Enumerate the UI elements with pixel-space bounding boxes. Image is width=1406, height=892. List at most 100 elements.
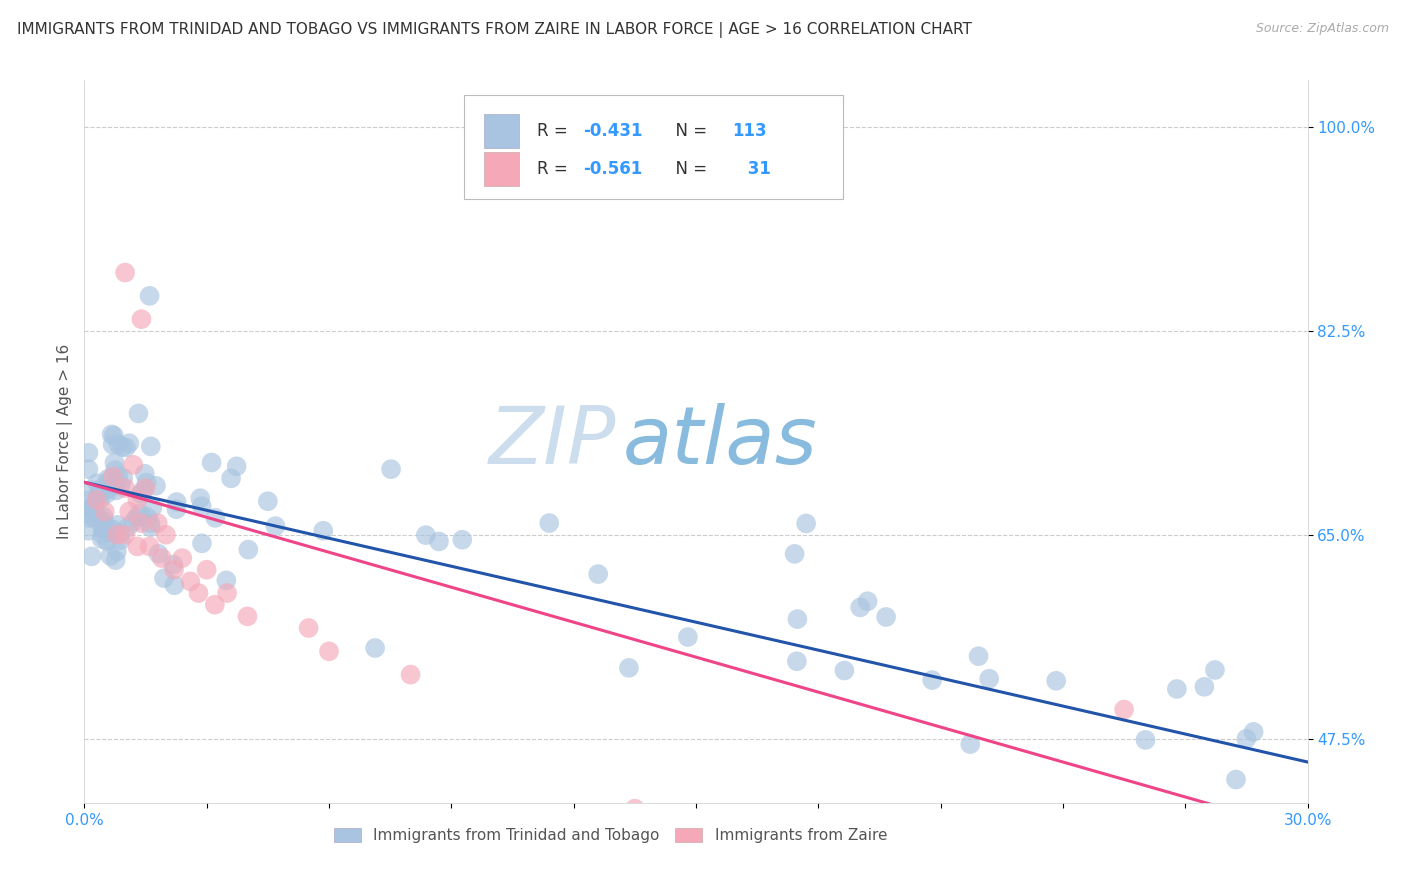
Point — [153, 571, 176, 585]
Point — [298, 621, 321, 635]
Point — [112, 471, 135, 485]
Bar — [484, 113, 519, 148]
FancyBboxPatch shape — [464, 95, 842, 200]
Point — [80, 483, 103, 498]
Point — [187, 586, 209, 600]
Point — [77, 508, 100, 522]
Point — [100, 427, 122, 442]
Point — [100, 473, 122, 487]
Text: Source: ZipAtlas.com: Source: ZipAtlas.com — [1256, 22, 1389, 36]
Point — [93, 504, 115, 518]
Legend: Immigrants from Trinidad and Tobago, Immigrants from Zaire: Immigrants from Trinidad and Tobago, Imm… — [328, 822, 893, 849]
Point — [105, 528, 128, 542]
Point — [834, 664, 856, 678]
Point — [91, 522, 114, 536]
Point — [110, 533, 132, 548]
Point — [204, 511, 226, 525]
Point — [90, 533, 112, 547]
Point — [104, 553, 127, 567]
Point — [110, 479, 132, 493]
Text: atlas: atlas — [623, 402, 817, 481]
Point — [163, 578, 186, 592]
Point — [131, 312, 153, 326]
Point — [1243, 725, 1265, 739]
Point — [107, 468, 129, 483]
Point — [103, 523, 125, 537]
Point — [101, 469, 124, 483]
Point — [77, 524, 100, 538]
Point — [89, 485, 111, 500]
Point — [105, 544, 128, 558]
Point — [200, 456, 222, 470]
Point — [172, 551, 194, 566]
Point — [86, 492, 108, 507]
Point — [93, 509, 115, 524]
Point — [219, 471, 242, 485]
Point — [138, 289, 160, 303]
Point — [236, 609, 259, 624]
Point — [166, 495, 188, 509]
Point — [163, 563, 186, 577]
Point — [150, 551, 173, 566]
Point — [318, 644, 340, 658]
Point — [676, 630, 699, 644]
Point — [97, 472, 120, 486]
Point — [1225, 772, 1247, 787]
Point — [967, 649, 990, 664]
Point — [127, 407, 149, 421]
Point — [257, 494, 280, 508]
Point — [77, 511, 100, 525]
Point — [84, 507, 107, 521]
Point — [77, 446, 100, 460]
Text: N =: N = — [665, 122, 713, 140]
Point — [84, 512, 107, 526]
Point — [875, 610, 897, 624]
Point — [103, 428, 125, 442]
Bar — [484, 152, 519, 186]
Point — [451, 533, 474, 547]
Point — [217, 586, 239, 600]
Point — [979, 672, 1001, 686]
Point — [96, 533, 118, 548]
Point — [118, 436, 141, 450]
Point — [134, 467, 156, 481]
Point — [89, 492, 111, 507]
Point — [139, 516, 162, 530]
Point — [139, 439, 162, 453]
Point — [1166, 681, 1188, 696]
Text: 31: 31 — [742, 161, 772, 178]
Text: N =: N = — [665, 161, 713, 178]
Point — [139, 520, 162, 534]
Point — [77, 501, 100, 516]
Point — [125, 510, 148, 524]
Point — [1135, 732, 1157, 747]
Point — [264, 519, 287, 533]
Point — [165, 502, 187, 516]
Point — [162, 558, 184, 572]
Point — [129, 507, 152, 521]
Point — [80, 549, 103, 564]
Point — [101, 437, 124, 451]
Y-axis label: In Labor Force | Age > 16: In Labor Force | Age > 16 — [58, 344, 73, 539]
Point — [138, 540, 160, 554]
Text: -0.561: -0.561 — [583, 161, 643, 178]
Point — [110, 526, 132, 541]
Point — [538, 516, 561, 530]
Point — [179, 574, 201, 589]
Point — [136, 510, 159, 524]
Point — [122, 515, 145, 529]
Point — [77, 493, 100, 508]
Text: ZIP: ZIP — [489, 402, 616, 481]
Point — [129, 487, 152, 501]
Point — [117, 520, 139, 534]
Point — [96, 483, 118, 497]
Point — [105, 483, 128, 498]
Point — [127, 492, 149, 507]
Point — [131, 516, 153, 530]
Point — [135, 475, 157, 490]
Point — [195, 563, 218, 577]
Point — [849, 600, 872, 615]
Point — [135, 481, 157, 495]
Point — [188, 491, 211, 505]
Point — [107, 437, 129, 451]
